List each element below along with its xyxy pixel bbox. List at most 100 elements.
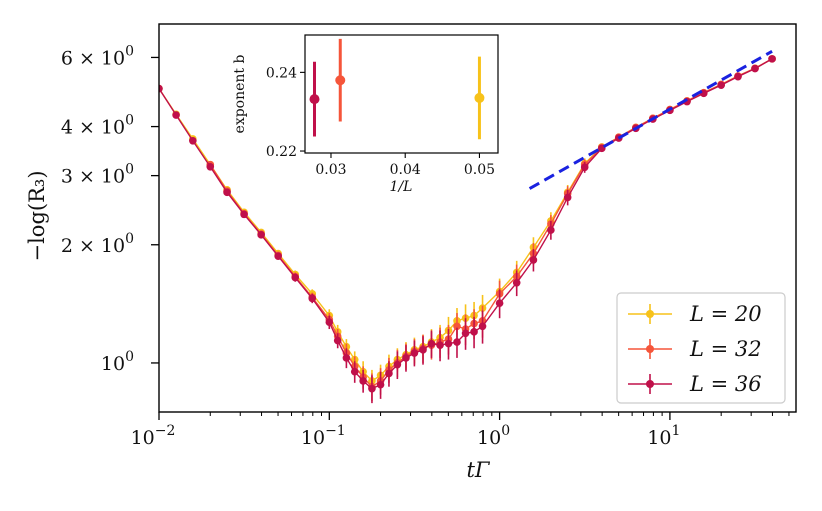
- legend-label: L = 32: [689, 337, 762, 361]
- legend-item-l-20: L = 20: [628, 302, 762, 326]
- data-point: [172, 111, 180, 119]
- data-point: [189, 136, 197, 145]
- data-point: [470, 328, 478, 336]
- data-point: [223, 188, 231, 197]
- legend-items: L = 20 L = 32 L = 36: [628, 302, 762, 396]
- legend-label: L = 20: [689, 302, 762, 326]
- data-point: [257, 231, 265, 239]
- x-tick-exponent: −1: [325, 423, 346, 439]
- legend-marker: [646, 310, 654, 318]
- data-point: [547, 226, 555, 234]
- legend-box: [616, 292, 786, 404]
- inset-x-axis-label-text: 1/L: [390, 179, 413, 195]
- y-tick-base: 10: [101, 353, 125, 375]
- inset-data-point: [335, 75, 346, 86]
- x-tick-exponent: 1: [672, 423, 681, 439]
- data-point: [159, 84, 163, 93]
- inset-x-axis-label: 1/L: [390, 179, 413, 195]
- data-point: [385, 369, 393, 378]
- data-point: [453, 338, 461, 346]
- inset-points: [309, 38, 485, 140]
- inset-point-group: [309, 61, 320, 137]
- data-point: [393, 360, 402, 369]
- y-tick-label: 3 × 100: [61, 162, 134, 188]
- y-tick-exponent: 0: [125, 43, 134, 59]
- inset-background: [305, 35, 498, 153]
- inset-chart: 0.03 0.04 0.05 0.22 0.24 1/L exponent b: [232, 34, 499, 195]
- data-point: [291, 273, 300, 282]
- data-point: [478, 322, 487, 331]
- y-tick-exponent: 0: [125, 231, 134, 247]
- y-axis-label: −log(R₃): [25, 170, 49, 261]
- data-point: [529, 256, 538, 264]
- data-point: [308, 294, 317, 303]
- inset-y-axis-label-text: exponent b: [232, 55, 248, 134]
- x-tick-exponent: −2: [155, 423, 176, 439]
- inset-x-tick-label: 0.03: [315, 162, 346, 178]
- y-tick-exponent: 0: [125, 113, 134, 129]
- inset-y-tick-label: 0.22: [266, 144, 297, 160]
- series-line: [159, 58, 773, 390]
- y-tick-label: 6 × 100: [61, 43, 134, 69]
- data-point: [734, 72, 742, 81]
- x-axis-label-text: tΓ: [466, 458, 490, 482]
- y-tick-exponent: 0: [125, 349, 134, 365]
- data-point: [402, 354, 410, 362]
- data-point: [512, 279, 521, 287]
- data-point: [410, 349, 419, 357]
- y-tick-base: 3 × 10: [61, 166, 125, 188]
- inset-frame: [304, 34, 499, 154]
- legend-label: L = 36: [689, 372, 762, 396]
- data-point: [325, 318, 334, 326]
- legend-item-l-36: L = 36: [628, 372, 762, 396]
- y-tick-label: 100: [101, 349, 134, 375]
- x-tick-base: 10: [131, 427, 155, 449]
- fit-line: [528, 49, 773, 190]
- y-tick-label: 2 × 100: [61, 231, 134, 257]
- x-axis-label: tΓ: [466, 458, 490, 482]
- x-tick-label: 10−2: [131, 423, 176, 449]
- x-tick-base: 10: [301, 427, 325, 449]
- inset-x-tick-label: 0.05: [464, 162, 495, 178]
- x-tick-label: 100: [477, 423, 510, 449]
- data-point: [350, 367, 359, 376]
- data-point: [751, 64, 759, 73]
- data-point: [274, 252, 282, 261]
- data-point: [206, 162, 215, 171]
- inset-axis-ticks: 0.03 0.04 0.05 0.22 0.24: [266, 65, 495, 178]
- legend-marker: [646, 380, 654, 388]
- plot-frame: [158, 23, 797, 413]
- data-point: [376, 380, 385, 389]
- legend-marker: [646, 345, 654, 353]
- data-point: [768, 55, 776, 63]
- data-point: [444, 339, 453, 348]
- data-point: [368, 384, 376, 393]
- y-tick-label: 4 × 100: [61, 113, 134, 139]
- x-tick-base: 10: [647, 427, 671, 449]
- legend-item-l-32: L = 32: [628, 337, 762, 361]
- y-tick-base: 6 × 10: [61, 47, 125, 69]
- data-point: [240, 210, 248, 219]
- x-tick-base: 10: [477, 427, 501, 449]
- data-point: [717, 81, 725, 89]
- inset-data-point: [309, 94, 320, 105]
- y-tick-exponent: 0: [125, 162, 134, 178]
- inset-x-tick-label: 0.04: [390, 162, 421, 178]
- inset-data-point: [474, 92, 485, 103]
- inset-point-group: [335, 38, 346, 122]
- data-point: [427, 339, 436, 348]
- data-point: [359, 377, 367, 385]
- data-point: [436, 341, 444, 349]
- data-point: [342, 354, 351, 362]
- data-point: [461, 329, 470, 338]
- data-point: [419, 346, 427, 354]
- inset-y-tick-label: 0.24: [266, 65, 297, 81]
- data-point: [333, 336, 342, 345]
- x-tick-label: 10−1: [301, 423, 346, 449]
- y-tick-base: 4 × 10: [61, 117, 125, 139]
- inset-y-axis-label: exponent b: [232, 55, 248, 134]
- data-point: [563, 193, 572, 202]
